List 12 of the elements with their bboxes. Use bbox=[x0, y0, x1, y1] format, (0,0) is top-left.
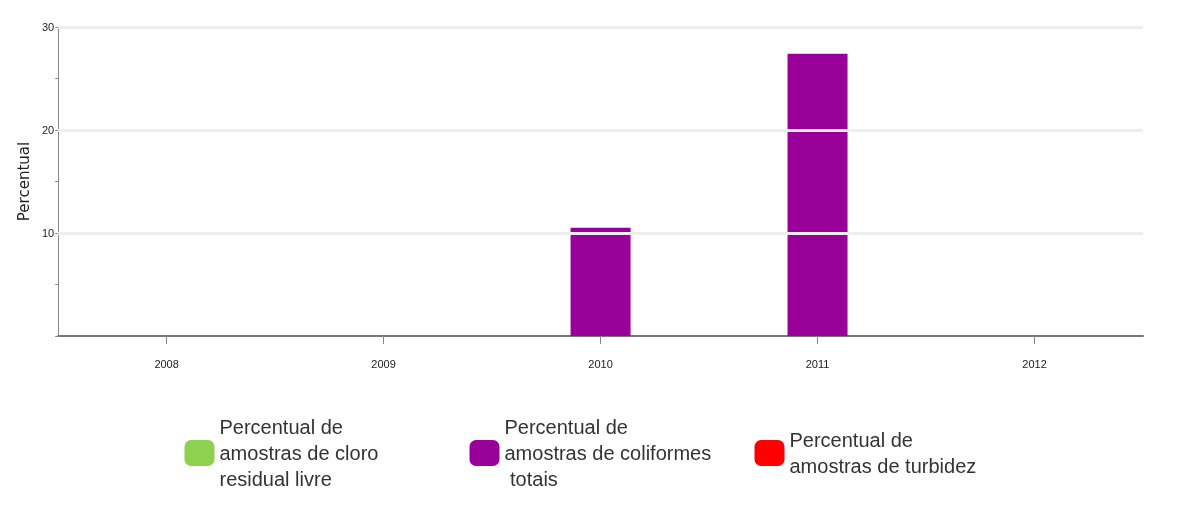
x-tick-label: 2009 bbox=[371, 357, 396, 370]
legend-label: Percentual de amostras de cloro residual livre bbox=[219, 416, 385, 490]
x-tick-label: 2012 bbox=[1022, 357, 1047, 370]
x-tick-label: 2011 bbox=[805, 357, 830, 370]
legend-label: Percentual de amostras de turbidez bbox=[789, 429, 977, 477]
legend-label: Percentual de amostras de coliformes totais bbox=[504, 416, 712, 490]
y-tick-label: 30 bbox=[41, 21, 55, 33]
y-tick-label: 20 bbox=[41, 124, 55, 136]
x-tick-label: 2008 bbox=[154, 357, 179, 370]
y-axis-title: Percentual bbox=[14, 141, 33, 222]
x-tick-label: 2010 bbox=[588, 357, 613, 370]
y-tick-label: 10 bbox=[41, 227, 55, 239]
